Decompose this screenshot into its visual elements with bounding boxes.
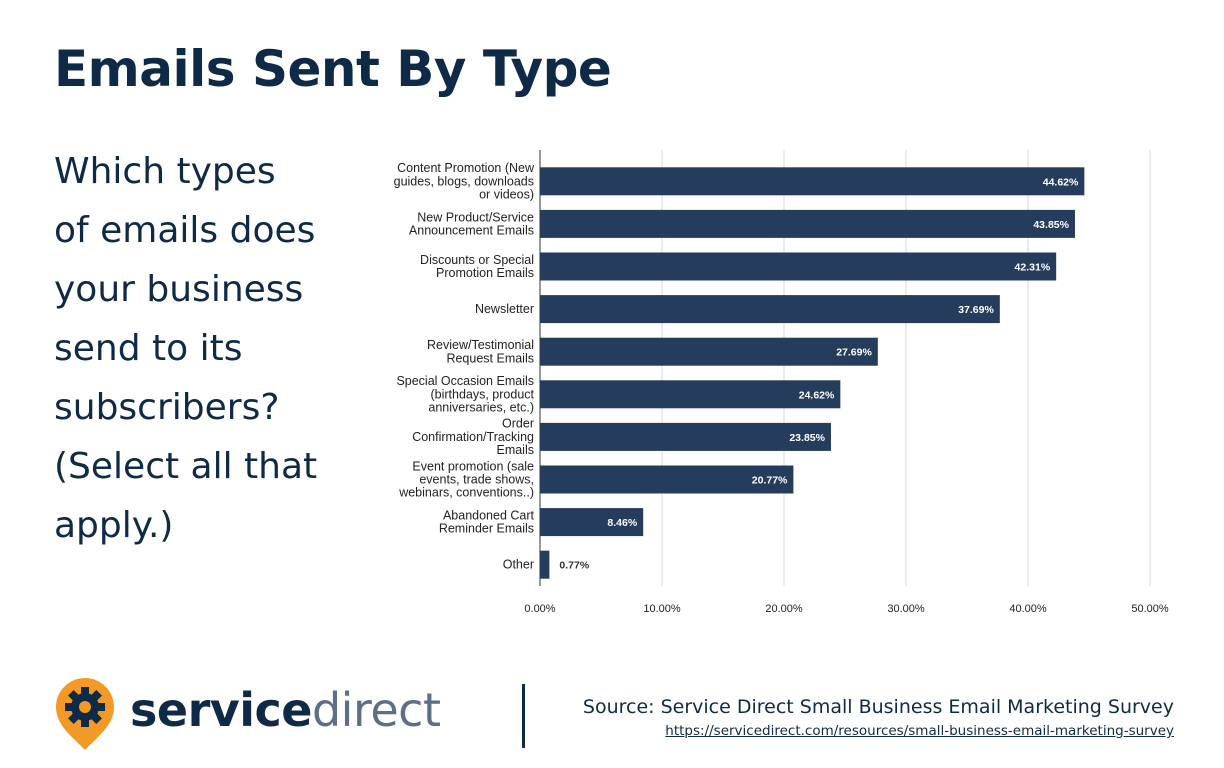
category-label: New Product/Service [417, 210, 534, 224]
category-label: Announcement Emails [409, 224, 534, 238]
source-text: Source: Service Direct Small Business Em… [582, 696, 1174, 718]
category-label: Order [502, 417, 534, 431]
x-tick-label: 50.00% [1131, 603, 1169, 615]
category-label: Special Occasion Emails [396, 374, 534, 388]
category-label: Discounts or Special [420, 253, 534, 267]
survey-question: Which types of emails does your business… [54, 151, 318, 546]
bar [540, 380, 841, 409]
x-tick-label: 20.00% [765, 603, 803, 615]
category-label: Confirmation/Tracking [412, 430, 534, 444]
category-label: Event promotion (sale [412, 459, 534, 473]
category-label: Emails [496, 443, 534, 457]
category-label: Newsletter [475, 302, 534, 316]
category-label: anniversaries, etc.) [428, 401, 534, 415]
bar [540, 550, 550, 579]
x-tick-label: 40.00% [1009, 603, 1047, 615]
brand-wordmark: servicedirect [130, 682, 441, 738]
bar [540, 508, 644, 537]
bar-value-label: 37.69% [958, 304, 994, 316]
bar [540, 422, 831, 451]
bar-value-label: 8.46% [607, 517, 637, 529]
servicedirect-logo: servicedirect [54, 676, 474, 756]
bar-value-label: 27.69% [836, 347, 872, 359]
x-tick-label: 10.00% [643, 603, 681, 615]
x-axis-ticks: 0.00% 10.00% 20.00% 30.00% 40.00% 50.00% [524, 603, 1168, 615]
bar-value-label: 0.77% [559, 560, 589, 572]
bar [540, 295, 1000, 324]
bar-value-label: 44.62% [1043, 176, 1079, 188]
bar-value-label: 20.77% [752, 475, 788, 487]
x-tick-label: 30.00% [887, 603, 925, 615]
gear-pin-icon [56, 678, 114, 750]
category-label: Promotion Emails [436, 266, 534, 280]
bar-value-label: 23.85% [789, 432, 825, 444]
source-link[interactable]: https://servicedirect.com/resources/smal… [665, 723, 1174, 739]
bar-value-label: 43.85% [1033, 219, 1069, 231]
bar [540, 167, 1085, 196]
category-label: (birthdays, product [430, 387, 534, 401]
category-label: webinars, conventions..) [398, 486, 534, 500]
bar-value-label: 42.31% [1015, 262, 1051, 274]
category-label: Abandoned Cart [443, 509, 535, 523]
bar [540, 465, 794, 494]
category-label: Request Emails [446, 351, 534, 365]
brand-word-service: service [130, 683, 312, 737]
bar [540, 252, 1057, 281]
category-label: Reminder Emails [439, 522, 534, 536]
bar [540, 337, 878, 366]
chart-bars: 44.62% 43.85% 42.31% 37.69% 27.69% 24.62% 23.8… [540, 167, 1085, 579]
category-label: guides, blogs, downloads [394, 174, 534, 188]
category-label: Content Promotion (New [397, 161, 535, 175]
bar-value-label: 24.62% [799, 389, 835, 401]
category-label: Review/Testimonial [427, 338, 534, 352]
category-label: Other [503, 558, 534, 572]
footer-divider [522, 684, 525, 748]
page-title: Emails Sent By Type [54, 40, 612, 98]
bar [540, 209, 1075, 238]
brand-word-direct: direct [311, 683, 441, 737]
category-label: or videos) [479, 188, 534, 202]
category-label: events, trade shows, [419, 473, 534, 487]
x-tick-label: 0.00% [524, 603, 555, 615]
